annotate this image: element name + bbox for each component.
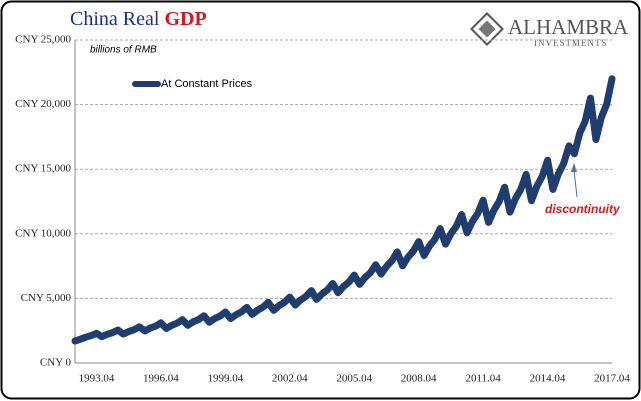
y-tick-label: CNY 5,000 [21, 292, 72, 304]
y-tick-label: CNY 20,000 [15, 98, 71, 110]
x-tick-label: 2005.04 [336, 373, 372, 385]
x-tick-label: 2002.04 [272, 373, 308, 385]
annotation-arrow [571, 163, 578, 198]
subtitle: billions of RMB [90, 45, 157, 56]
title-highlight: GDP [164, 8, 206, 30]
line-series [71, 75, 616, 345]
x-tick-label: 2011.04 [465, 373, 501, 385]
x-tick-label: 1993.04 [79, 373, 115, 385]
x-tick-label: 1996.04 [143, 373, 179, 385]
y-tick-label: CNY 25,000 [15, 34, 71, 46]
y-tick-label: CNY 15,000 [15, 163, 71, 175]
title-main: China Real [70, 8, 160, 30]
x-tick-label: 1999.04 [207, 373, 243, 385]
y-tick-label: CNY 10,000 [15, 227, 71, 239]
legend-label: At Constant Prices [161, 78, 253, 90]
arrow-head [571, 163, 577, 172]
chart-title: China Real GDP [70, 8, 207, 30]
x-tick-label: 2014.04 [530, 373, 566, 385]
y-tick-label: CNY 0 [40, 357, 72, 369]
annotation: discontinuity [545, 202, 621, 216]
x-tick-label: 2017.04 [594, 373, 630, 385]
arrow-line [573, 169, 578, 198]
logo-name: ALHAMBRA [508, 15, 629, 39]
logo: ALHAMBRA INVESTMENTS [470, 12, 629, 48]
logo-icon [470, 12, 504, 46]
x-tick-label: 2008.04 [401, 373, 437, 385]
logo-sub: INVESTMENTS [534, 38, 608, 48]
